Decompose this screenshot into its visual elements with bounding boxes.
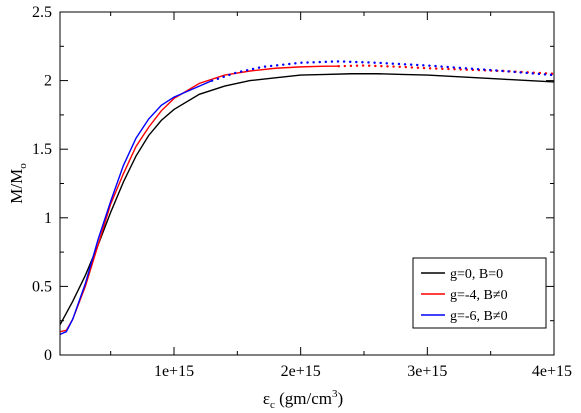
legend-label-2: g=-4, B≠0 — [450, 288, 508, 303]
series-line-1 — [60, 73, 554, 326]
y-label-text: M/M — [7, 169, 26, 204]
x-label-subscript: c — [270, 399, 275, 411]
legend-label-1: g=0, B=0 — [450, 267, 503, 282]
x-axis-label: εc (gm/cm3) — [263, 388, 343, 411]
series-group — [60, 60, 554, 336]
series-dotted-line-3 — [210, 60, 554, 82]
x-label-superscript: 3 — [332, 388, 338, 400]
y-tick-label: 2.5 — [32, 4, 52, 21]
y-axis-label: M/Mo — [7, 163, 29, 204]
legend: g=0, B=0 g=-4, B≠0 g=-6, B≠0 — [412, 257, 547, 329]
axes: 0 0.5 1 1.5 2 2.5 1e+15 2e+15 3e+15 4e+15 εc (gm/c… — [7, 4, 572, 411]
legend-box — [412, 257, 547, 329]
x-tick-label: 1e+15 — [154, 363, 194, 380]
x-label-text: (gm/cm — [275, 389, 332, 408]
series-line-3 — [60, 79, 213, 336]
y-tick-label: 1 — [44, 210, 52, 227]
y-tick-label: 0.5 — [32, 278, 52, 295]
y-tick-label: 1.5 — [32, 141, 52, 158]
plot-area — [60, 60, 554, 336]
x-label-symbol: ε — [263, 389, 270, 408]
y-tick-label: 0 — [44, 347, 52, 364]
x-tick-label: 3e+15 — [407, 363, 447, 380]
x-label-close: ) — [338, 389, 344, 408]
x-tick-label: 4e+15 — [532, 363, 572, 380]
x-tick-label: 2e+15 — [281, 363, 321, 380]
series-line-2 — [60, 65, 339, 333]
y-label-subscript: o — [17, 163, 29, 169]
y-tick-label: 2 — [44, 73, 52, 90]
legend-label-3: g=-6, B≠0 — [450, 309, 508, 324]
